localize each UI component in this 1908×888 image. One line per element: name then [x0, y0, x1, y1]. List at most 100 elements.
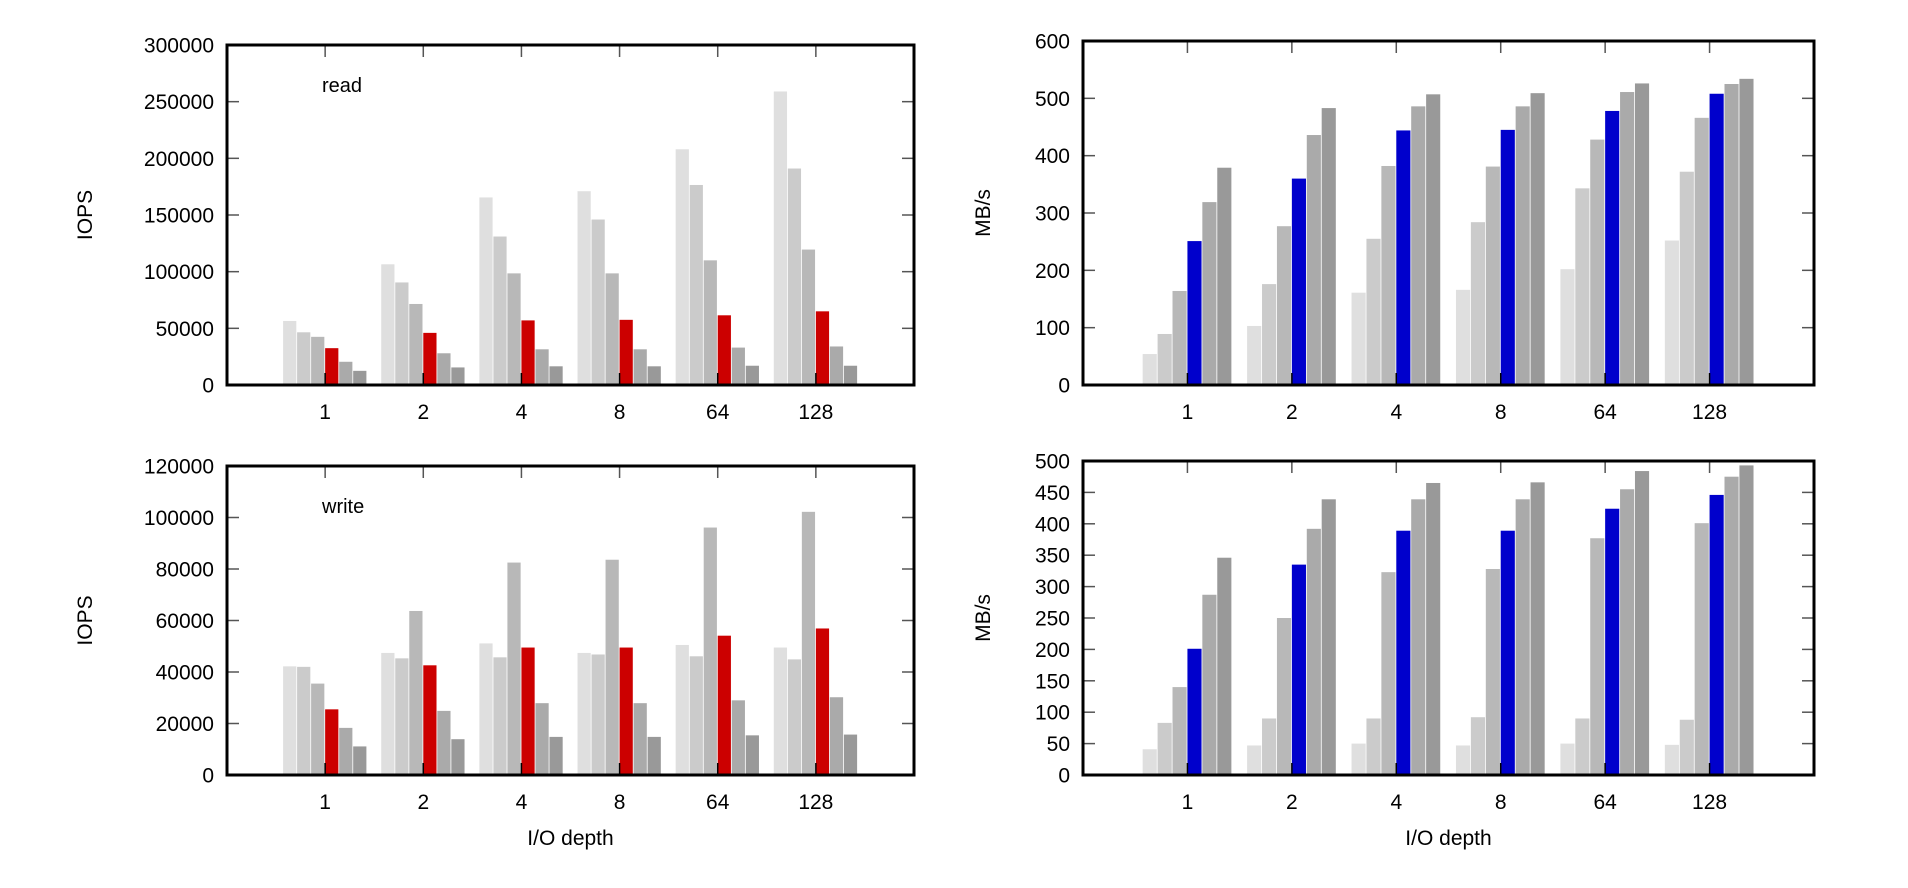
bar-2-series-3 [409, 610, 423, 775]
bar-1-series-2 [1157, 722, 1172, 775]
bar-128-series-4 [1709, 93, 1724, 385]
y-tick-label: 250 [1035, 608, 1070, 631]
bar-64-series-5 [1620, 489, 1635, 775]
y-tick-label: 500 [1035, 88, 1070, 111]
bar-1-series-5 [1202, 202, 1217, 385]
bar-4-series-2 [493, 657, 507, 775]
bar-128-series-5 [1724, 84, 1739, 385]
x-tick-label: 1 [1182, 791, 1194, 814]
bar-4-series-6 [549, 736, 563, 775]
y-tick-label: 120000 [144, 456, 214, 479]
y-axis-title: MB/s [972, 189, 995, 237]
bar-1-series-1 [283, 320, 297, 385]
bar-64-series-4 [1605, 508, 1620, 775]
x-tick-label: 128 [1692, 791, 1727, 814]
bar-128-series-1 [1664, 744, 1679, 775]
plot-border [225, 43, 916, 387]
x-tick-label: 4 [516, 401, 528, 424]
bar-64-series-6 [1634, 83, 1650, 386]
y-tick-label: 600 [1035, 31, 1070, 54]
bar-1-series-6 [353, 746, 367, 775]
bar-1-series-6 [1217, 167, 1232, 385]
bar-128-series-4 [815, 311, 830, 385]
x-tick-label: 64 [706, 791, 730, 814]
bar-128-series-3 [1694, 523, 1709, 775]
bar-64-series-6 [1634, 471, 1650, 775]
read-mbps-chart: 1 2 4 8 64 128 0 100 200 300 400 500 600 MB/s [972, 31, 1816, 424]
bar-64-series-3 [1590, 538, 1605, 775]
bar-128-series-6 [1739, 465, 1754, 775]
bar-2-series-4 [423, 332, 437, 385]
bar-128-series-1 [773, 91, 788, 385]
x-tick-label: 64 [1593, 791, 1617, 814]
bar-2-series-6 [1321, 108, 1336, 385]
x-tick-label: 128 [798, 401, 833, 424]
x-tick-label: 2 [1286, 401, 1298, 424]
bar-128-series-3 [1694, 117, 1709, 385]
y-tick-label: 200000 [144, 148, 214, 171]
y-tick-label: 0 [1058, 375, 1070, 398]
bar-4-series-2 [493, 236, 507, 385]
bar-1-series-4 [325, 348, 339, 385]
bar-128-series-3 [801, 511, 816, 775]
bar-128-series-3 [801, 249, 816, 385]
read-iops-chart: 1 2 4 8 64 128 0 50000 100000 150000 200000 250000 3… [74, 35, 916, 424]
bar-128-series-6 [843, 734, 858, 775]
y-axis-title: IOPS [74, 190, 97, 240]
y-tick-label: 200 [1035, 260, 1070, 283]
bar-8-series-1 [1455, 289, 1471, 385]
bar-4-series-4 [1396, 130, 1411, 385]
x-tick-label: 4 [1390, 401, 1402, 424]
x-tick-label: 128 [798, 791, 833, 814]
bar-8-series-1 [577, 191, 591, 385]
bar-2-series-1 [1247, 745, 1262, 775]
bar-1-series-5 [339, 727, 353, 775]
y-tick-label: 150000 [144, 205, 214, 228]
y-tick-label: 400 [1035, 145, 1070, 168]
y-tick-label: 0 [1058, 765, 1070, 788]
bar-128-series-2 [1679, 719, 1694, 775]
bar-64-series-4 [1605, 110, 1620, 385]
bar-8-series-4 [1500, 530, 1515, 775]
x-tick-label: 8 [614, 401, 626, 424]
y-tick-label: 100 [1035, 317, 1070, 340]
bar-64-series-2 [689, 656, 703, 775]
bar-1-series-3 [1172, 290, 1187, 385]
bar-8-series-4 [619, 647, 633, 775]
y-tick-label: 60000 [156, 610, 214, 633]
bar-64-series-3 [703, 260, 717, 385]
y-tick-label: 300 [1035, 203, 1070, 226]
bar-4-series-6 [1426, 482, 1441, 775]
bar-4-series-3 [507, 562, 521, 775]
bar-8-series-1 [577, 652, 591, 775]
y-tick-label: 450 [1035, 482, 1070, 505]
bar-128-series-6 [843, 365, 858, 385]
x-tick-label: 4 [516, 791, 528, 814]
y-tick-label: 50000 [156, 318, 214, 341]
bar-128-series-2 [787, 168, 802, 385]
bar-2-series-3 [409, 303, 423, 385]
y-tick-label: 300000 [144, 35, 214, 58]
bar-1-series-2 [1157, 333, 1172, 385]
bar-1-series-1 [1142, 354, 1157, 385]
bar-64-series-2 [1575, 188, 1590, 385]
bar-1-series-2 [297, 332, 311, 385]
x-axis-title: I/O depth [527, 827, 613, 850]
bar-8-series-6 [647, 366, 661, 385]
bar-8-series-6 [1530, 93, 1545, 386]
x-tick-label: 8 [614, 791, 626, 814]
y-tick-label: 80000 [156, 559, 214, 582]
y-tick-label: 350 [1035, 545, 1070, 568]
bar-8-series-5 [1515, 499, 1530, 775]
x-tick-label: 2 [417, 791, 429, 814]
bar-1-series-6 [353, 370, 367, 385]
bar-64-series-1 [675, 149, 689, 385]
x-tick-label: 8 [1495, 791, 1507, 814]
bar-2-series-4 [1291, 178, 1306, 385]
y-tick-label: 0 [202, 375, 214, 398]
y-tick-label: 20000 [156, 713, 214, 736]
y-tick-label: 150 [1035, 670, 1070, 693]
bar-1-series-1 [283, 666, 297, 775]
bar-4-series-3 [1381, 165, 1396, 385]
bar-64-series-5 [731, 347, 745, 385]
